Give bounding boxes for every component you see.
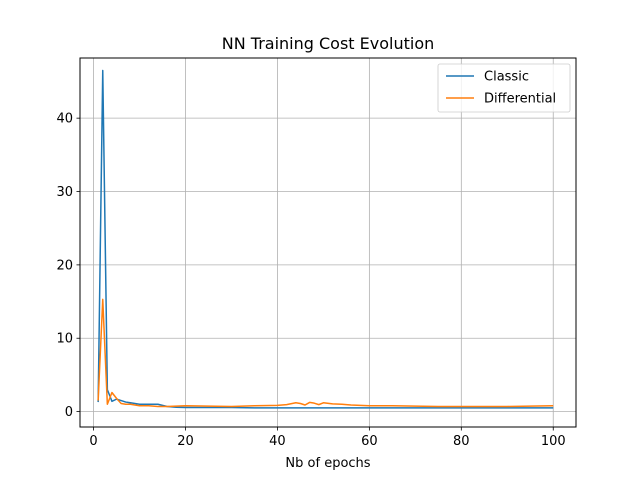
series-layer [97, 69, 554, 409]
x-tick-label: 80 [453, 434, 470, 449]
x-tick-label: 20 [177, 434, 194, 449]
ticks: 0 20 40 60 80 100 0 10 20 30 40 [56, 112, 565, 449]
grid [80, 58, 576, 427]
plot-frame [79, 57, 577, 428]
series-line-classic [97, 69, 554, 409]
x-tick-label: 100 [541, 434, 566, 449]
x-tick-label: 40 [269, 434, 286, 449]
legend: Classic Differential [437, 63, 571, 113]
x-tick-label: 0 [89, 434, 97, 449]
y-tick-label: 30 [56, 185, 73, 200]
series-line-differential [97, 298, 554, 408]
x-axis-label: Nb of epochs [285, 456, 370, 471]
legend-label-classic: Classic [484, 70, 529, 85]
y-tick-label: 40 [56, 112, 73, 127]
legend-label-differential: Differential [484, 92, 556, 107]
y-tick-label: 20 [56, 258, 73, 273]
chart-title: NN Training Cost Evolution [222, 34, 435, 53]
y-tick-label: 10 [56, 332, 73, 347]
y-tick-label: 0 [65, 405, 73, 420]
x-tick-label: 60 [361, 434, 378, 449]
